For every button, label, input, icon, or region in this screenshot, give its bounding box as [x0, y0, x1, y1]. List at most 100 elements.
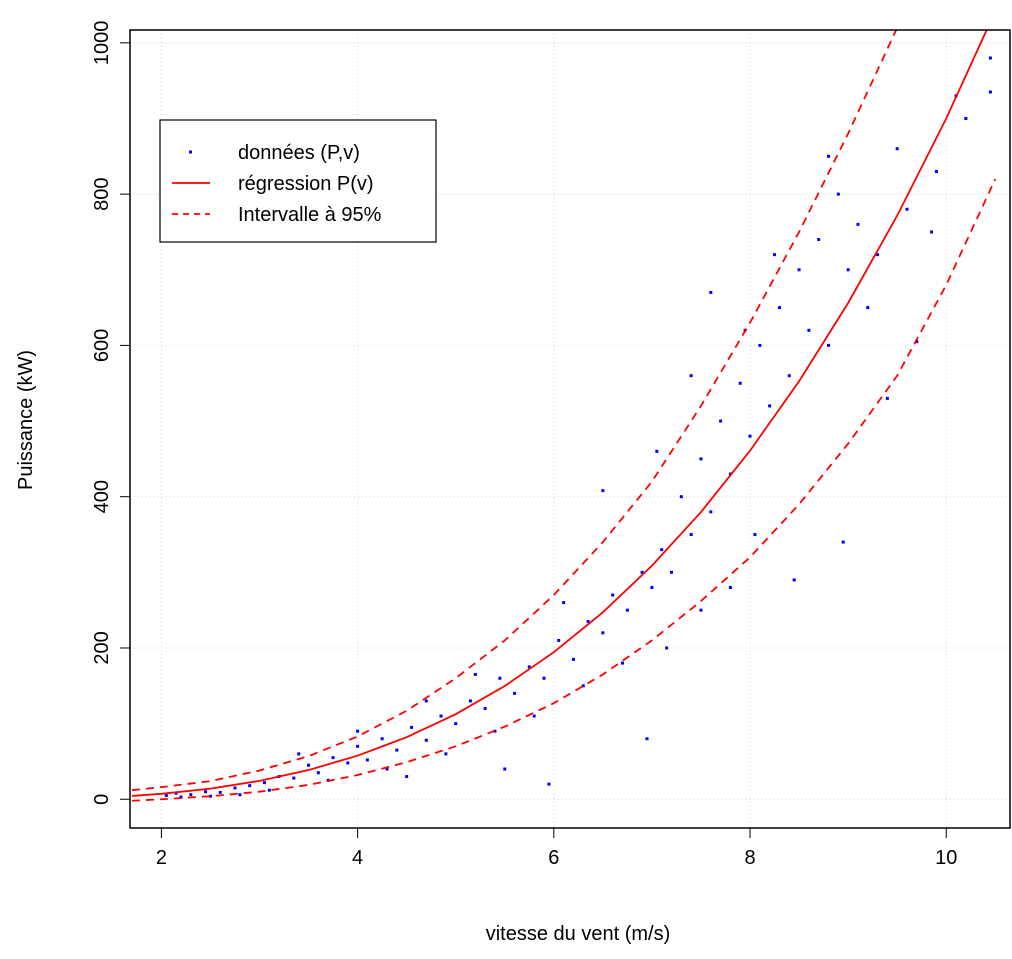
legend-label: données (P,v): [238, 142, 360, 164]
point: [709, 510, 713, 514]
point: [468, 699, 472, 703]
y-tick-label: 600: [91, 329, 113, 362]
point: [292, 776, 296, 780]
plot-frame: [129, 29, 1011, 829]
point: [267, 788, 271, 792]
point: [532, 714, 536, 718]
point: [660, 548, 664, 552]
point: [601, 489, 605, 493]
point: [719, 419, 723, 423]
point: [581, 684, 585, 688]
y-axis-title: Puissance (kW): [15, 350, 37, 490]
point: [807, 328, 811, 332]
point: [547, 782, 551, 786]
point: [738, 381, 742, 385]
point: [988, 90, 992, 94]
point: [424, 699, 428, 703]
point: [620, 661, 624, 665]
point: [395, 748, 399, 752]
point: [728, 585, 732, 589]
axes: 2 4 6 8 10 0 200 400 600 800 1000: [91, 21, 957, 869]
regression-line: [131, 30, 988, 797]
point: [262, 781, 266, 785]
point: [655, 449, 659, 453]
point: [439, 714, 443, 718]
plot-area: [131, 30, 997, 802]
point: [208, 794, 212, 798]
y-tick-label: 400: [91, 480, 113, 513]
y-tick-label: 800: [91, 177, 113, 210]
point: [571, 657, 575, 661]
grid: [130, 30, 1010, 828]
point: [934, 169, 938, 173]
x-axis-title: vitesse du vent (m/s): [486, 923, 671, 945]
x-tick-label: 8: [744, 847, 755, 869]
y-tick-label: 0: [91, 794, 113, 805]
point: [189, 793, 193, 797]
point: [473, 672, 477, 676]
point: [233, 786, 237, 790]
y-tick-label: 1000: [91, 21, 113, 65]
interval-lower: [131, 178, 997, 802]
point: [709, 290, 713, 294]
point: [827, 154, 831, 158]
point: [758, 343, 762, 347]
x-tick-label: 2: [156, 847, 167, 869]
point: [562, 601, 566, 605]
point: [640, 570, 644, 574]
point: [179, 795, 183, 799]
point: [777, 306, 781, 310]
y-tick-label: 200: [91, 631, 113, 664]
point: [503, 767, 507, 771]
point: [248, 784, 252, 788]
point: [483, 706, 487, 710]
point: [905, 207, 909, 211]
point: [753, 533, 757, 537]
point: [773, 253, 777, 257]
point: [356, 729, 360, 733]
x-tick-label: 4: [352, 847, 363, 869]
point: [356, 744, 360, 748]
point: [174, 791, 178, 795]
point: [885, 396, 889, 400]
point: [218, 790, 222, 794]
point: [836, 192, 840, 196]
point: [876, 253, 880, 257]
legend-label: Intervalle à 95%: [238, 204, 382, 226]
point: [787, 374, 791, 378]
point: [699, 457, 703, 461]
legend-symbol: [189, 150, 192, 154]
point: [513, 691, 517, 695]
point: [557, 638, 561, 642]
point: [331, 756, 335, 760]
point: [817, 238, 821, 242]
point: [204, 790, 208, 794]
point: [611, 593, 615, 597]
point: [930, 230, 934, 234]
point: [699, 608, 703, 612]
point: [498, 676, 502, 680]
point: [444, 752, 448, 756]
point: [307, 763, 311, 767]
point: [988, 56, 992, 60]
point: [748, 434, 752, 438]
point: [586, 620, 590, 624]
point: [689, 533, 693, 537]
point: [670, 570, 674, 574]
legend-label: régression P(v): [238, 173, 374, 195]
point: [238, 793, 242, 797]
point: [792, 578, 796, 582]
point: [645, 737, 649, 741]
point: [527, 665, 531, 669]
x-tick-label: 10: [935, 847, 957, 869]
interval-upper: [131, 30, 898, 792]
legend-box: [159, 119, 437, 243]
point: [316, 771, 320, 775]
point: [380, 737, 384, 741]
point: [841, 540, 845, 544]
point: [689, 374, 693, 378]
point: [454, 722, 458, 726]
point: [601, 631, 605, 635]
point: [665, 646, 669, 650]
